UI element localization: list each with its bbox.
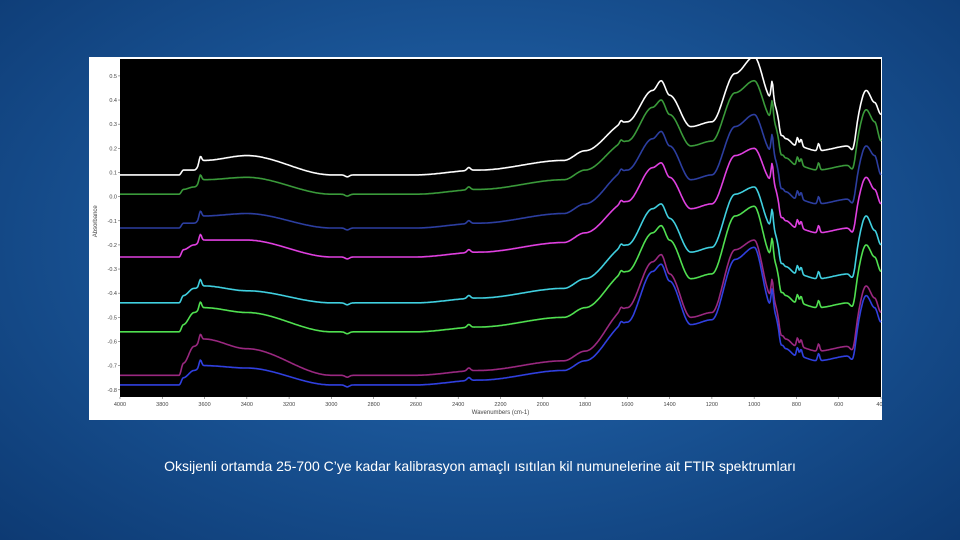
x-tick-label: 3600 (198, 402, 210, 408)
x-tick-label: 1400 (663, 402, 675, 408)
x-tick-label: 800 (792, 402, 801, 408)
y-tick-label: -0.2 (108, 243, 117, 249)
spectrum-line-5 (120, 186, 882, 306)
x-tick-label: 2800 (368, 402, 380, 408)
x-tick-label: 4000 (114, 402, 126, 408)
x-tick-label: 2000 (537, 402, 549, 408)
spectrum-line-1 (120, 57, 882, 178)
y-tick-label: 0.3 (109, 122, 117, 128)
x-tick-label: 2600 (410, 402, 422, 408)
x-tick-label: 1600 (621, 402, 633, 408)
spectrum-line-3 (120, 113, 882, 231)
y-tick-label: -0.6 (108, 339, 117, 345)
y-tick-label: -0.8 (108, 388, 117, 394)
y-tick-label: -0.5 (108, 315, 117, 321)
spectrum-line-6 (120, 205, 882, 335)
y-tick-label: 0.2 (109, 146, 117, 152)
ftir-chart: 0.5 0.4 0.3 0.2 0.1 0.0 -0.1 -0.2 -0.3 -0.4 -0.5 -0… (93, 57, 882, 416)
x-tick-label: 3000 (325, 402, 337, 408)
x-axis-label: Wavenumbers (cm-1) (472, 410, 529, 416)
spectrum-line-2 (120, 79, 882, 197)
x-tick-label: 400 (876, 402, 882, 408)
y-axis-label: Absorbance (93, 205, 99, 238)
y-tick-label: -0.4 (108, 291, 117, 297)
y-tick-label: 0.1 (109, 170, 117, 176)
x-tick-label: 2200 (494, 402, 506, 408)
y-tick-label: -0.7 (108, 364, 117, 370)
x-tick-label: 600 (834, 402, 843, 408)
x-tick-label: 1000 (748, 402, 760, 408)
x-tick-label: 3400 (241, 402, 253, 408)
figure-caption: Oksijenli ortamda 25-700 C’ye kadar kali… (164, 458, 796, 474)
x-tick-label: 3200 (283, 402, 295, 408)
spectrum-line-8 (120, 246, 882, 388)
x-tick-label: 2400 (452, 402, 464, 408)
x-tick-label: 3800 (156, 402, 168, 408)
spectrum-line-7 (120, 239, 882, 378)
y-tick-label: 0.4 (109, 98, 117, 104)
y-tick-label: -0.3 (108, 267, 117, 273)
x-tick-label: 1200 (706, 402, 718, 408)
y-tick-label: 0.0 (109, 195, 117, 201)
spectrum-line-4 (120, 147, 882, 260)
ftir-figure: 0.5 0.4 0.3 0.2 0.1 0.0 -0.1 -0.2 -0.3 -0.4 -0.5 -0… (89, 57, 882, 420)
y-tick-label: 0.5 (109, 74, 117, 80)
y-tick-label: -0.1 (108, 219, 117, 225)
x-tick-label: 1800 (579, 402, 591, 408)
